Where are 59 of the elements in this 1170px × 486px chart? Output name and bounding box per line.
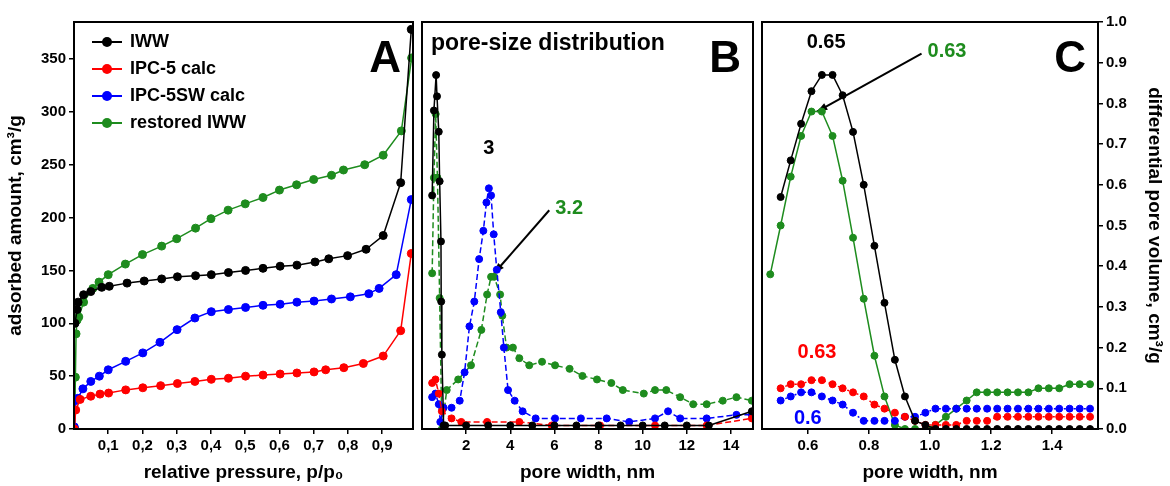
y-tick-label: 0.8 [1106,93,1127,111]
annotation: 0.65 [806,30,846,53]
annotation: A [369,32,401,82]
y-tick-label: 0.4 [1106,256,1128,274]
legend-label: restored IWW [130,111,247,132]
x-tick-label: 1.0 [919,436,941,454]
y-axis-title: adsorbed amount, cm³/g [3,115,25,336]
x-tick-label: 0,7 [303,436,325,454]
x-tick-label: 14 [722,436,740,454]
y-tick-label: 150 [40,260,66,278]
x-tick-label: 0.8 [858,436,880,454]
x-tick-label: 0,6 [269,436,290,454]
y-tick-label: 0 [57,419,66,437]
y-tick-label: 100 [40,313,66,331]
x-tick-label: 0.6 [797,436,819,454]
x-tick-label: 2 [461,436,471,454]
x-tick-label: 6 [550,436,559,454]
annotation: 0.63 [797,339,837,362]
y-tick-label: 250 [40,154,66,172]
y-tick-label: 0.0 [1106,419,1127,437]
x-tick-label: 0,3 [166,436,188,454]
x-tick-label: 4 [506,436,516,454]
annotation: 3.2 [555,195,584,218]
x-axis-title: relative pressure, p/p₀ [143,460,344,482]
text: pore-size distribution [431,29,665,56]
annotation: 0.6 [793,405,822,428]
legend-label: IPC-5 calc [130,57,217,78]
x-tick-label: 1.4 [1041,436,1064,454]
y-tick-label: 0.2 [1106,337,1127,355]
y-tick-label: 0.1 [1106,378,1127,396]
x-tick-label: 0,1 [97,436,119,454]
x-tick-label: 0,2 [132,436,153,454]
x-tick-label: 0,8 [337,436,359,454]
x-tick-label: 12 [678,436,696,454]
y-tick-label: 1.0 [1106,12,1127,30]
x-axis-title: pore width, nm [862,460,998,482]
x-tick-label: 0,4 [200,436,223,454]
y-tick-label: 0.9 [1106,52,1127,70]
x-tick-label: 10 [634,436,652,454]
y-axis-title: differential pore volume, cm³/g [1145,87,1167,364]
y-tick-label: 350 [40,49,66,67]
y-tick-label: 200 [40,207,66,225]
y-tick-label: 0.5 [1106,215,1127,233]
x-axis-title: pore width, nm [519,460,656,482]
legend-label: IWW [130,30,169,51]
x-tick-label: 1.2 [980,436,1002,454]
x-tick-label: 0,5 [234,436,256,454]
legend-label: IPC-5SW calc [130,84,246,105]
y-tick-label: 0.6 [1106,174,1127,192]
y-tick-label: 0.3 [1106,297,1127,315]
x-tick-label: 8 [594,436,603,454]
annotation: B [709,32,741,82]
annotation: C [1054,32,1086,82]
x-tick-label: 0,9 [371,436,393,454]
y-tick-label: 50 [49,366,66,384]
annotation: 0.63 [927,39,967,62]
annotation: 3 [483,135,495,158]
y-tick-label: 300 [40,102,66,119]
y-tick-label: 0.7 [1106,134,1127,152]
